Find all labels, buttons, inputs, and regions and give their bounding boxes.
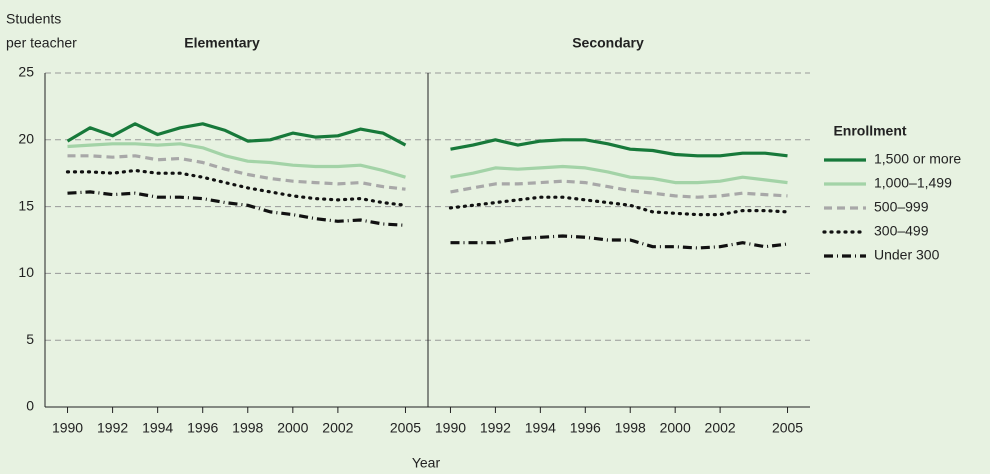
x-tick-label: 1992 xyxy=(480,420,511,436)
y-tick-label: 5 xyxy=(26,331,34,347)
x-tick-label: 2000 xyxy=(660,420,691,436)
legend-label: 300–499 xyxy=(874,223,929,239)
legend-label: 1,000–1,499 xyxy=(874,175,952,191)
x-tick-label: 2000 xyxy=(277,420,308,436)
series-line xyxy=(450,179,788,199)
y-tick-label: 25 xyxy=(18,64,34,80)
series-line xyxy=(450,234,788,250)
legend-label: Under 300 xyxy=(874,247,940,263)
legend-label: 1,500 or more xyxy=(874,151,961,167)
series-line xyxy=(65,168,408,207)
x-tick-label: 1996 xyxy=(570,420,601,436)
x-tick-label: 1994 xyxy=(142,420,173,436)
series-line xyxy=(67,190,406,227)
y-tick-label: 20 xyxy=(18,131,34,147)
series-line xyxy=(450,138,788,158)
panel-title: Secondary xyxy=(572,35,644,51)
x-tick-label: 1990 xyxy=(435,420,466,436)
legend-label: 500–999 xyxy=(874,199,929,215)
x-tick-label: 1998 xyxy=(232,420,263,436)
x-tick-label: 1990 xyxy=(52,420,83,436)
x-tick-label: 1996 xyxy=(187,420,218,436)
series-line xyxy=(67,142,406,179)
x-tick-label: 2005 xyxy=(772,420,803,436)
x-tick-label: 2005 xyxy=(390,420,421,436)
y-tick-label: 15 xyxy=(18,197,34,213)
series-line xyxy=(67,154,406,191)
legend-title: Enrollment xyxy=(833,123,906,139)
series-line xyxy=(66,122,407,147)
x-tick-label: 1992 xyxy=(97,420,128,436)
series-line xyxy=(450,164,788,185)
x-tick-label: 1994 xyxy=(525,420,556,436)
y-axis-label: Students xyxy=(6,11,61,27)
y-tick-label: 0 xyxy=(26,398,34,414)
y-tick-label: 10 xyxy=(18,264,34,280)
panel-title: Elementary xyxy=(184,35,260,51)
x-axis-label: Year xyxy=(412,455,441,471)
x-tick-label: 1998 xyxy=(615,420,646,436)
series-line xyxy=(448,195,790,217)
x-tick-label: 2002 xyxy=(705,420,736,436)
x-tick-label: 2002 xyxy=(322,420,353,436)
y-axis-label: per teacher xyxy=(6,35,77,51)
